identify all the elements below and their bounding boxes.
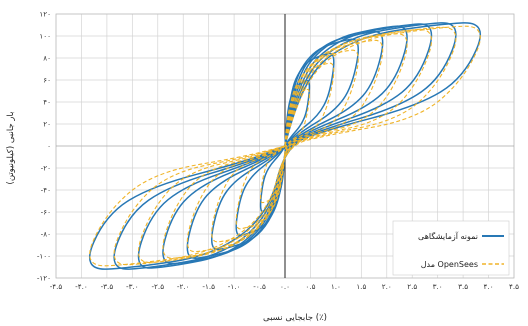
x-tick-label: ۳.۵ (458, 282, 468, 291)
x-tick-label: -۱.۰ (228, 282, 241, 291)
y-tick-label: ۶۰ (43, 76, 51, 85)
x-tick-label: ۲.۰ (382, 282, 392, 291)
x-tick-label: ۱.۵ (356, 282, 366, 291)
y-tick-label: ۰ (47, 142, 51, 151)
model-loop (89, 25, 481, 267)
y-tick-label: -۶۰ (41, 208, 51, 217)
model-loop (260, 88, 310, 204)
y-tick-label: ۲۰ (43, 120, 51, 129)
y-tick-label: ۴۰ (43, 98, 51, 107)
y-axis-title: بار جانبی (کیلونیوتن) (6, 112, 16, 185)
x-tick-label: ۰.۰ (280, 282, 290, 291)
x-tick-label: ۴.۰ (484, 282, 494, 291)
x-tick-label: -۴.۵ (50, 282, 63, 291)
y-tick-label: -۱۰۰ (37, 252, 51, 261)
x-axis-title: جابجایی نسبی (٪) (263, 313, 327, 323)
model-loop (235, 62, 335, 230)
x-tick-label: -۴.۰ (75, 282, 88, 291)
x-tick-label: ۴.۵ (509, 282, 519, 291)
x-tick-label: ۲.۵ (407, 282, 417, 291)
x-tick-label: -۳.۵ (101, 282, 114, 291)
y-tick-label: ۸۰ (43, 54, 51, 63)
series-group (89, 22, 481, 270)
legend-box (392, 220, 510, 276)
x-tick-label: ۱.۰ (331, 282, 341, 291)
series-opensees-model (89, 25, 481, 267)
x-tick-label: -۲.۵ (151, 282, 164, 291)
x-tick-label: ۰.۵ (305, 282, 315, 291)
y-tick-label: -۴۰ (41, 186, 51, 195)
x-tick-label: -۳.۰ (126, 282, 139, 291)
y-tick-label: -۲۰ (41, 164, 51, 173)
x-tick-label: ۳.۰ (433, 282, 443, 291)
legend: نمونه آزمایشگاهی مدل OpenSees (392, 220, 510, 276)
x-tick-label: -۱.۵ (202, 282, 215, 291)
model-loop (113, 26, 457, 266)
y-tick-label: ۱۲۰ (39, 10, 51, 19)
x-tick-label: -۰.۵ (253, 282, 266, 291)
y-tick-label: -۱۲۰ (37, 274, 51, 283)
model-loop (186, 39, 384, 253)
x-tick-label: -۲.۰ (177, 282, 190, 291)
legend-label-experimental: نمونه آزمایشگاهی (418, 231, 478, 241)
y-tick-label: -۸۰ (41, 230, 51, 239)
legend-label-model: مدل OpenSees (421, 260, 478, 269)
y-tick-label: ۱۰۰ (39, 32, 51, 41)
tick-labels: -۴.۵ -۴.۰ -۳.۵ -۳.۰ -۲.۵ -۲.۰ -۱.۵ -۱.۰ -۰.۵ ۰.۰ ۰… (37, 10, 519, 292)
model-loop (162, 33, 408, 259)
